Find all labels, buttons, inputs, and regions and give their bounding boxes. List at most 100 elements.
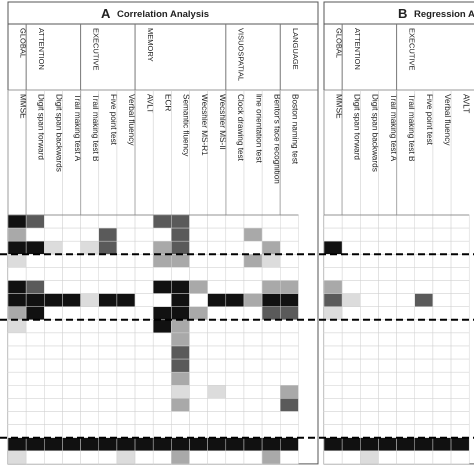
panel-a-cell <box>134 319 154 334</box>
panel-b-cell <box>323 293 343 307</box>
panel-a-cell <box>98 293 118 307</box>
panel-a-cell <box>152 214 172 229</box>
panel-a-cell <box>134 398 154 412</box>
panel-a-cell <box>98 450 118 465</box>
panel-b-test-label: Verbal fluency <box>443 94 452 146</box>
panel-a-cell <box>189 319 208 334</box>
panel-b-cell <box>360 306 379 321</box>
panel-b-cell <box>378 254 397 268</box>
panel-b-test-label: Digit span forward <box>352 94 361 160</box>
panel-b-cell <box>341 371 361 386</box>
panel-b-cell <box>323 398 343 412</box>
panel-b-cell <box>360 267 379 281</box>
panel-a-cell <box>44 345 63 360</box>
panel-a-cell <box>207 267 227 281</box>
panel-a-cell <box>116 345 136 360</box>
panel-b-cell <box>378 424 397 438</box>
panel-a-cell <box>44 319 63 334</box>
panel-b-cell <box>341 345 361 360</box>
panel-a-cell <box>134 254 154 268</box>
panel-b-cell <box>378 345 397 360</box>
panel-b-cell <box>323 254 343 268</box>
panel-a-cell <box>189 306 208 321</box>
panel-b-cell <box>378 437 397 452</box>
panel-b-cell <box>341 293 361 307</box>
panel-a-cell <box>134 358 154 373</box>
panel-b-cell <box>360 240 379 255</box>
panel-a-cell <box>44 450 63 465</box>
panel-b-cell <box>323 371 343 386</box>
panel-a-cell <box>80 450 99 465</box>
panel-a-cell <box>80 437 99 452</box>
panel-a-cell <box>225 358 245 373</box>
panel-b-cell <box>378 240 397 255</box>
panel-a-cell <box>152 293 172 307</box>
panel-a-cell <box>280 214 299 229</box>
panel-a-cell <box>98 306 118 321</box>
panel-a-cell <box>134 227 154 242</box>
panel-b-cell <box>378 371 397 386</box>
panel-b-cell <box>432 437 452 452</box>
panel-a-cell <box>80 385 99 399</box>
panel-b-cell <box>396 319 416 334</box>
panel-a-cell <box>225 254 245 268</box>
panel-a-cell <box>80 358 99 373</box>
panel-b-cell <box>432 240 452 255</box>
panel-b-cell <box>378 385 397 399</box>
panel-a-cell <box>261 411 281 425</box>
panel-a-cell <box>280 345 299 360</box>
panel-a-cell <box>44 411 63 425</box>
panel-a-cell <box>207 214 227 229</box>
panel-a-cell <box>280 306 299 321</box>
panel-a-cell <box>44 332 63 347</box>
panel-b-cell <box>323 319 343 334</box>
panel-a-cell <box>80 240 99 255</box>
panel-a-cell <box>189 280 208 294</box>
panel-b-test-label: AVLT <box>461 94 470 113</box>
panel-a-cell <box>44 214 63 229</box>
panel-a-cell <box>62 450 81 465</box>
panel-b-cell <box>378 267 397 281</box>
panel-a-group-label: ATTENTION <box>37 28 46 70</box>
panel-a-cell <box>98 437 118 452</box>
panel-b-cell <box>432 424 452 438</box>
panel-b-cell <box>414 306 434 321</box>
panel-a-cell <box>25 267 45 281</box>
panel-a-cell <box>98 332 118 347</box>
panel-a-cell <box>207 437 227 452</box>
panel-a-cell <box>171 398 190 412</box>
panel-a-cell <box>44 240 63 255</box>
panel-a-title: Correlation Analysis <box>117 9 209 20</box>
panel-a-cell <box>116 267 136 281</box>
panel-b-cell <box>341 240 361 255</box>
panel-a-cell <box>62 424 81 438</box>
panel-b-test-label: Trail making test B <box>407 94 416 162</box>
panel-a-cell <box>7 437 27 452</box>
panel-a-cell <box>280 411 299 425</box>
panel-b-cell <box>414 385 434 399</box>
panel-b-cell <box>396 306 416 321</box>
panel-b-cell <box>341 437 361 452</box>
panel-b-cell <box>360 319 379 334</box>
panel-a-cell <box>280 385 299 399</box>
panel-a-test-label: Five point test <box>109 94 118 146</box>
panel-b-cell <box>341 450 361 465</box>
panel-b-cell <box>323 332 343 347</box>
panel-a-group-label: MEMORY <box>146 28 155 62</box>
panel-b-cell <box>432 306 452 321</box>
panel-a-cell <box>7 450 27 465</box>
panel-a-cell <box>280 332 299 347</box>
panel-b-cell <box>323 424 343 438</box>
panel-a-cell <box>189 332 208 347</box>
panel-b-cell <box>450 214 470 229</box>
panel-b-cell <box>341 214 361 229</box>
panel-a-cell <box>25 293 45 307</box>
panel-b-cell <box>450 293 470 307</box>
panel-a-cell <box>116 254 136 268</box>
panel-a-cell <box>25 319 45 334</box>
panel-b-cell <box>341 306 361 321</box>
panel-a-cell <box>80 214 99 229</box>
panel-b-cell <box>378 214 397 229</box>
panel-a-cell <box>116 214 136 229</box>
panel-a-cell <box>189 240 208 255</box>
